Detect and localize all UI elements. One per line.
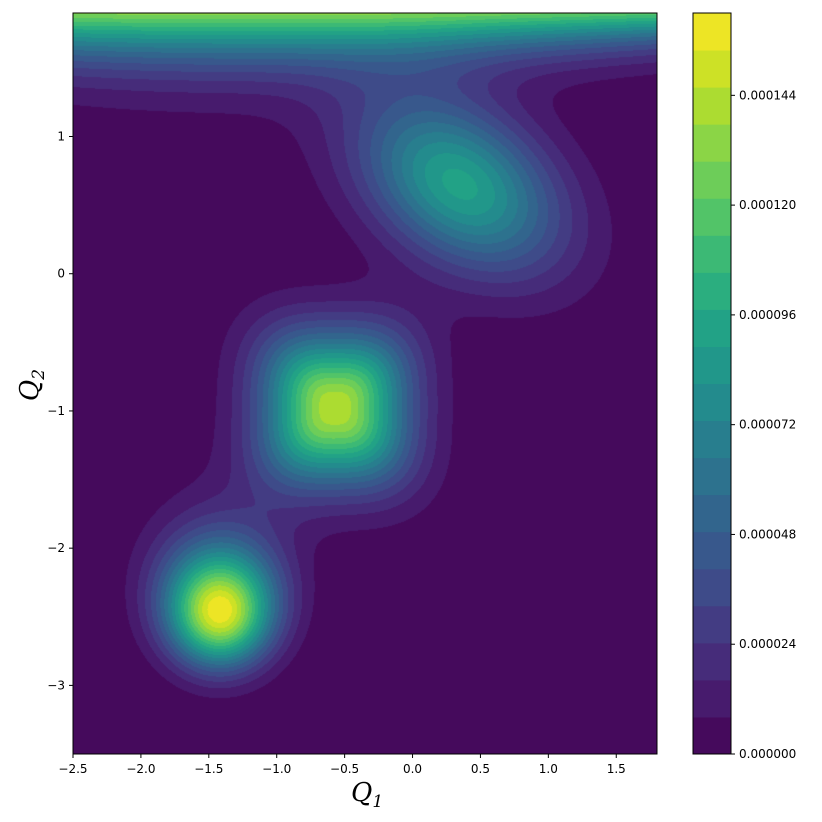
x-axis-title: Q1: [351, 778, 383, 812]
colorbar-band: [693, 568, 731, 607]
plot-frame: [72, 12, 658, 755]
y-tick-label: −3: [47, 678, 65, 692]
colorbar-tick-label: 0.000072: [739, 418, 796, 432]
x-tick-label: 0.5: [471, 762, 490, 776]
x-tick-label: −1.5: [194, 762, 223, 776]
colorbar-bands: [693, 13, 731, 755]
colorbar-tick-label: 0.000144: [739, 88, 796, 102]
colorbar: 0.000144 0.000120 0.000096 0.000072 0.000048…: [692, 12, 796, 761]
colorbar-band: [693, 457, 731, 496]
colorbar-band: [693, 679, 731, 718]
colorbar-band: [693, 346, 731, 384]
colorbar-band: [693, 605, 731, 644]
colorbar-tick-label: 0.000000: [739, 747, 796, 761]
colorbar-band: [693, 494, 731, 533]
colorbar-tick-label: 0.000096: [739, 308, 796, 322]
colorbar-tick-label: 0.000048: [739, 527, 796, 541]
colorbar-band: [693, 420, 731, 459]
colorbar-band: [693, 198, 731, 236]
colorbar-band: [693, 13, 731, 51]
colorbar-band: [693, 383, 731, 422]
colorbar-band: [693, 642, 731, 681]
colorbar-band: [693, 309, 731, 347]
x-tick-label: 1.0: [539, 762, 558, 776]
plot-area: [72, 12, 658, 755]
x-tick-label: 1.5: [607, 762, 626, 776]
colorbar-tick-label: 0.000024: [739, 637, 796, 651]
y-tick-label: −2: [47, 541, 65, 555]
y-axis-title: Q2: [15, 369, 49, 401]
y-tick-label: −1: [47, 404, 65, 418]
x-tick-label: −1.0: [262, 762, 291, 776]
colorbar-band: [693, 124, 731, 162]
colorbar-frame: [692, 12, 732, 755]
density-contour-image: [73, 13, 657, 754]
y-axis-ticks: 1 0 −1 −2 −3: [47, 130, 73, 692]
colorbar-band: [693, 716, 731, 755]
colorbar-band: [693, 272, 731, 310]
y-tick-label: 1: [57, 130, 65, 144]
colorbar-band: [693, 531, 731, 570]
y-tick-label: 0: [57, 267, 65, 281]
colorbar-band: [693, 235, 731, 273]
x-axis-ticks: −2.5 −2.0 −1.5 −1.0 −0.5 0.0 0.5 1.0 1.5: [58, 754, 626, 776]
colorbar-tick-label: 0.000120: [739, 198, 796, 212]
colorbar-band: [693, 50, 731, 88]
colorbar-band: [693, 161, 731, 199]
x-tick-label: −0.5: [330, 762, 359, 776]
colorbar-ticks: 0.000144 0.000120 0.000096 0.000072 0.000048…: [731, 88, 796, 761]
x-tick-label: −2.5: [58, 762, 87, 776]
x-tick-label: −2.0: [126, 762, 155, 776]
x-tick-label: 0.0: [403, 762, 422, 776]
colorbar-band: [693, 87, 731, 125]
